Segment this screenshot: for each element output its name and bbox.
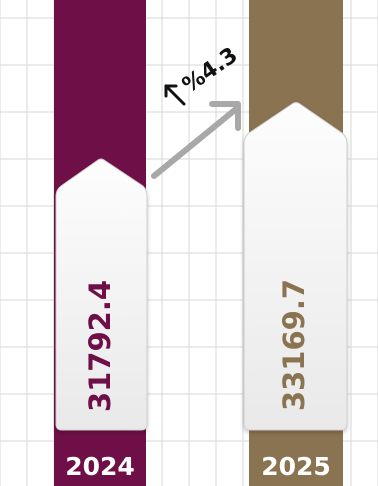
category-label-2025: 2025: [261, 452, 331, 481]
value-label-2024: 31792.4: [83, 280, 117, 412]
up-arrow-icon: [164, 84, 186, 106]
change-label: %4.3: [178, 43, 242, 98]
growth-arrow: [151, 101, 241, 179]
value-label-2025: 33169.7: [277, 279, 311, 411]
value-card-2025: [243, 102, 348, 431]
category-label-2024: 2024: [65, 452, 135, 481]
value-card-2024: [55, 158, 148, 431]
